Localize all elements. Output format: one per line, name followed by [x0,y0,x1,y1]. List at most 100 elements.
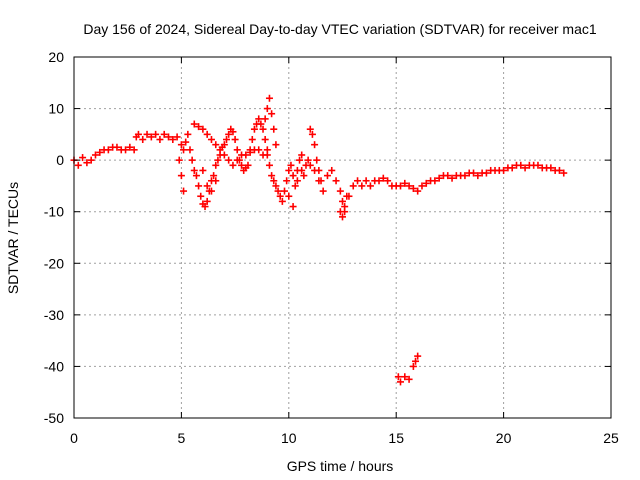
data-point [268,110,276,118]
data-point [87,156,95,164]
data-point [379,174,387,182]
data-point [207,136,215,144]
data-point [212,141,220,149]
data-point [375,177,383,185]
data-point [336,208,344,216]
data-point [169,136,177,144]
data-point [319,187,327,195]
data-point [287,161,295,169]
data-point [560,169,568,177]
data-point [180,187,188,195]
data-point [225,130,233,138]
data-point [229,161,237,169]
data-point [156,136,164,144]
data-point [190,166,198,174]
data-point [289,203,297,211]
data-point [220,151,228,159]
data-point [470,169,478,177]
data-point [147,133,155,141]
data-point [304,156,312,164]
data-point [212,177,220,185]
data-point [323,172,331,180]
data-point [225,156,233,164]
data-point [414,352,422,360]
data-point [160,130,168,138]
y-tick-label: -20 [44,255,64,271]
data-point [263,151,271,159]
data-point [291,182,299,190]
data-point [255,146,263,154]
data-point [229,128,237,136]
data-point [431,177,439,185]
data-point [461,172,469,180]
data-point [555,166,563,174]
data-point [190,120,198,128]
data-point [409,185,417,193]
data-point [261,115,269,123]
data-point [91,151,99,159]
data-point [216,146,224,154]
data-point [255,115,263,123]
data-point [474,172,482,180]
data-point [444,172,452,180]
data-point [175,156,183,164]
data-point [311,141,319,149]
y-tick-label: -10 [44,204,64,220]
data-point [203,130,211,138]
data-point [315,166,323,174]
data-point [96,148,104,156]
data-point [177,172,185,180]
grid-lines [74,57,611,418]
data-point [195,123,203,131]
data-point [547,164,555,172]
y-tick-label: -50 [44,410,64,426]
data-point [306,161,314,169]
data-point [298,151,306,159]
y-tick-label: 20 [48,49,64,65]
data-point [328,166,336,174]
data-point [405,182,413,190]
data-point [293,177,301,185]
data-point [362,177,370,185]
data-point [296,156,304,164]
x-tick-label: 25 [603,430,619,446]
data-point [289,172,297,180]
data-point [250,125,258,133]
data-point [278,197,286,205]
data-point [139,136,147,144]
x-tick-label: 0 [70,430,78,446]
data-point [143,130,151,138]
data-point [130,146,138,154]
data-point [405,375,413,383]
data-point [184,130,192,138]
data-point [210,172,218,180]
data-point [354,177,362,185]
data-point [341,203,349,211]
data-point [231,136,239,144]
data-point [265,94,273,102]
data-point [212,161,220,169]
data-marks [70,94,568,386]
data-point [422,179,430,187]
data-point [401,179,409,187]
data-point [259,125,267,133]
data-point [223,136,231,144]
data-point [79,154,87,162]
y-axis-label: SDTVAR / TECUs [5,182,21,294]
data-point [248,136,256,144]
data-point [182,138,190,146]
x-tick-label: 15 [388,430,404,446]
data-point [517,161,525,169]
plot-frame [73,56,612,419]
data-point [214,156,222,164]
y-tick-label: 0 [56,152,64,168]
y-tick-label: 10 [48,101,64,117]
data-point [246,148,254,156]
data-point [203,182,211,190]
x-tick-label: 20 [496,430,512,446]
x-tick-labels: 0 5 10 15 20 25 [70,430,619,446]
data-point [173,133,181,141]
data-point [396,378,404,386]
data-point [308,130,316,138]
